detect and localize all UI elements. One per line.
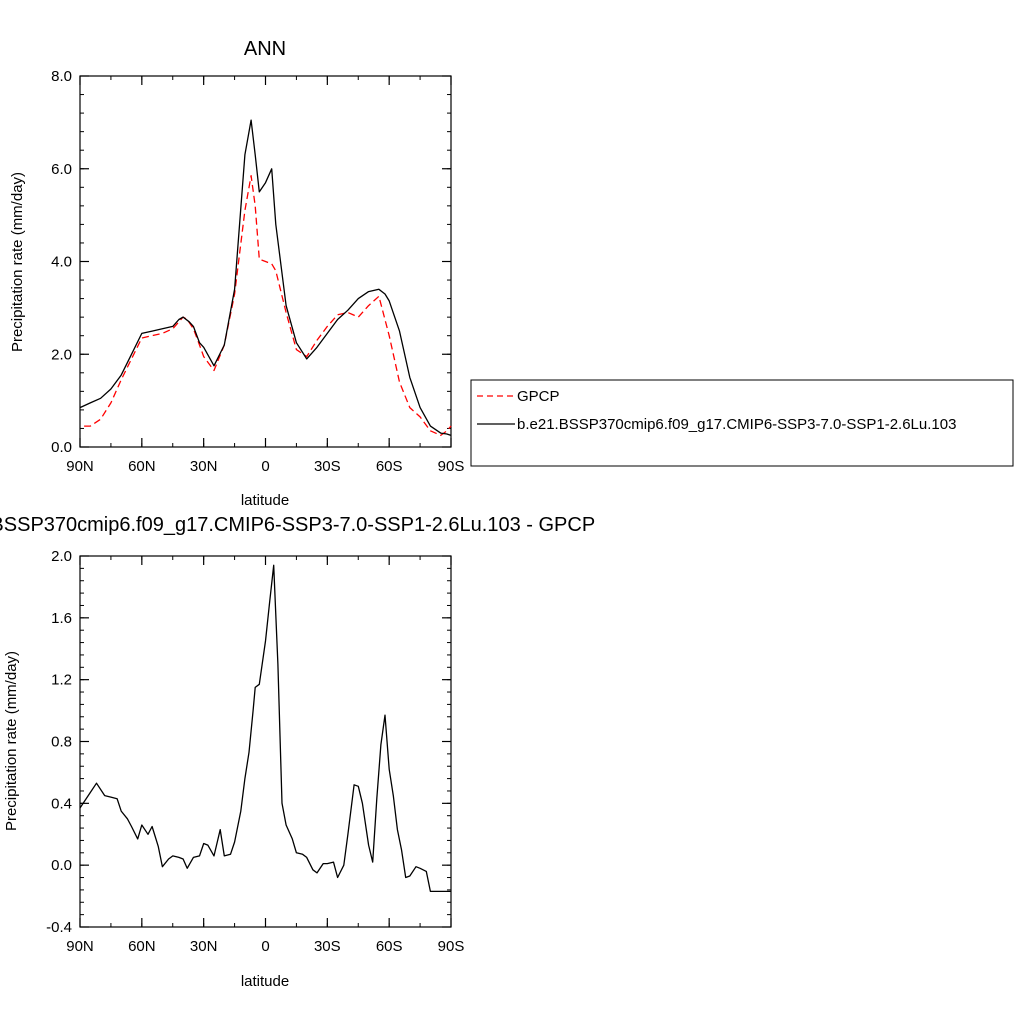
bottom-panel: b.e21.BSSP370cmip6.f09_g17.CMIP6-SSP3-7.… <box>0 514 595 990</box>
x-tick-label: 60S <box>376 458 403 475</box>
bottom-x-axis-label: latitude <box>241 973 289 990</box>
y-tick-label: 1.2 <box>51 672 72 689</box>
x-tick-label: 30S <box>314 938 341 955</box>
legend-label-model: b.e21.BSSP370cmip6.f09_g17.CMIP6-SSP3-7.… <box>517 416 956 433</box>
x-tick-label: 90S <box>438 458 465 475</box>
top-series-lines <box>79 119 452 437</box>
y-tick-label: -0.4 <box>46 919 72 936</box>
y-tick-label: 2.0 <box>51 346 72 363</box>
top-y-axis-label: Precipitation rate (mm/day) <box>9 172 26 352</box>
legend-box <box>470 379 1014 467</box>
top-panel: ANN 0.02.04.06.08.0 90N 60N 30N 0 30S 60S 90S … <box>9 38 464 509</box>
x-tick-label: 0 <box>261 458 269 475</box>
top-series-line-0 <box>84 175 452 437</box>
x-tick-label: 30N <box>190 938 218 955</box>
y-tick-label: 1.6 <box>51 610 72 627</box>
top-x-axis-label: latitude <box>241 492 289 509</box>
x-tick-label: 0 <box>261 938 269 955</box>
top-axis-ticks <box>79 75 452 448</box>
x-tick-label: 30S <box>314 458 341 475</box>
bot-series-line-0 <box>79 564 451 893</box>
y-tick-label: 0.0 <box>51 857 72 874</box>
y-tick-label: 0.8 <box>51 734 72 751</box>
top-series-line-1 <box>79 119 452 437</box>
top-x-tick-labels: 90N 60N 30N 0 30S 60S 90S <box>66 458 464 475</box>
top-chart-title: ANN <box>244 38 286 60</box>
legend: GPCP b.e21.BSSP370cmip6.f09_g17.CMIP6-SS… <box>470 379 1014 467</box>
bottom-plot-frame <box>79 555 452 928</box>
bottom-series-lines <box>79 564 451 893</box>
x-tick-label: 60N <box>128 938 156 955</box>
y-tick-label: 0.4 <box>51 795 72 812</box>
y-tick-label: 2.0 <box>51 548 72 565</box>
x-tick-label: 90S <box>438 938 465 955</box>
bottom-chart-title: b.e21.BSSP370cmip6.f09_g17.CMIP6-SSP3-7.… <box>0 514 595 536</box>
top-y-tick-labels: 0.0 2.0 4.0 6.0 8.0 <box>51 68 72 456</box>
x-tick-label: 30N <box>190 458 218 475</box>
bottom-axis-ticks <box>79 555 452 928</box>
x-tick-label: 60S <box>376 938 403 955</box>
x-tick-label: 90N <box>66 458 94 475</box>
bottom-y-tick-labels: -0.4 0.0 0.4 0.8 1.2 1.6 2.0 <box>46 548 72 936</box>
y-tick-label: 0.0 <box>51 439 72 456</box>
y-tick-label: 6.0 <box>51 161 72 178</box>
y-tick-label: 4.0 <box>51 254 72 271</box>
legend-label-gpcp: GPCP <box>517 388 560 405</box>
x-tick-label: 60N <box>128 458 156 475</box>
y-tick-label: 8.0 <box>51 68 72 85</box>
bottom-x-tick-labels: 90N 60N 30N 0 30S 60S 90S <box>66 938 464 955</box>
bottom-y-axis-label: Precipitation rate (mm/day) <box>3 651 20 831</box>
x-tick-label: 90N <box>66 938 94 955</box>
